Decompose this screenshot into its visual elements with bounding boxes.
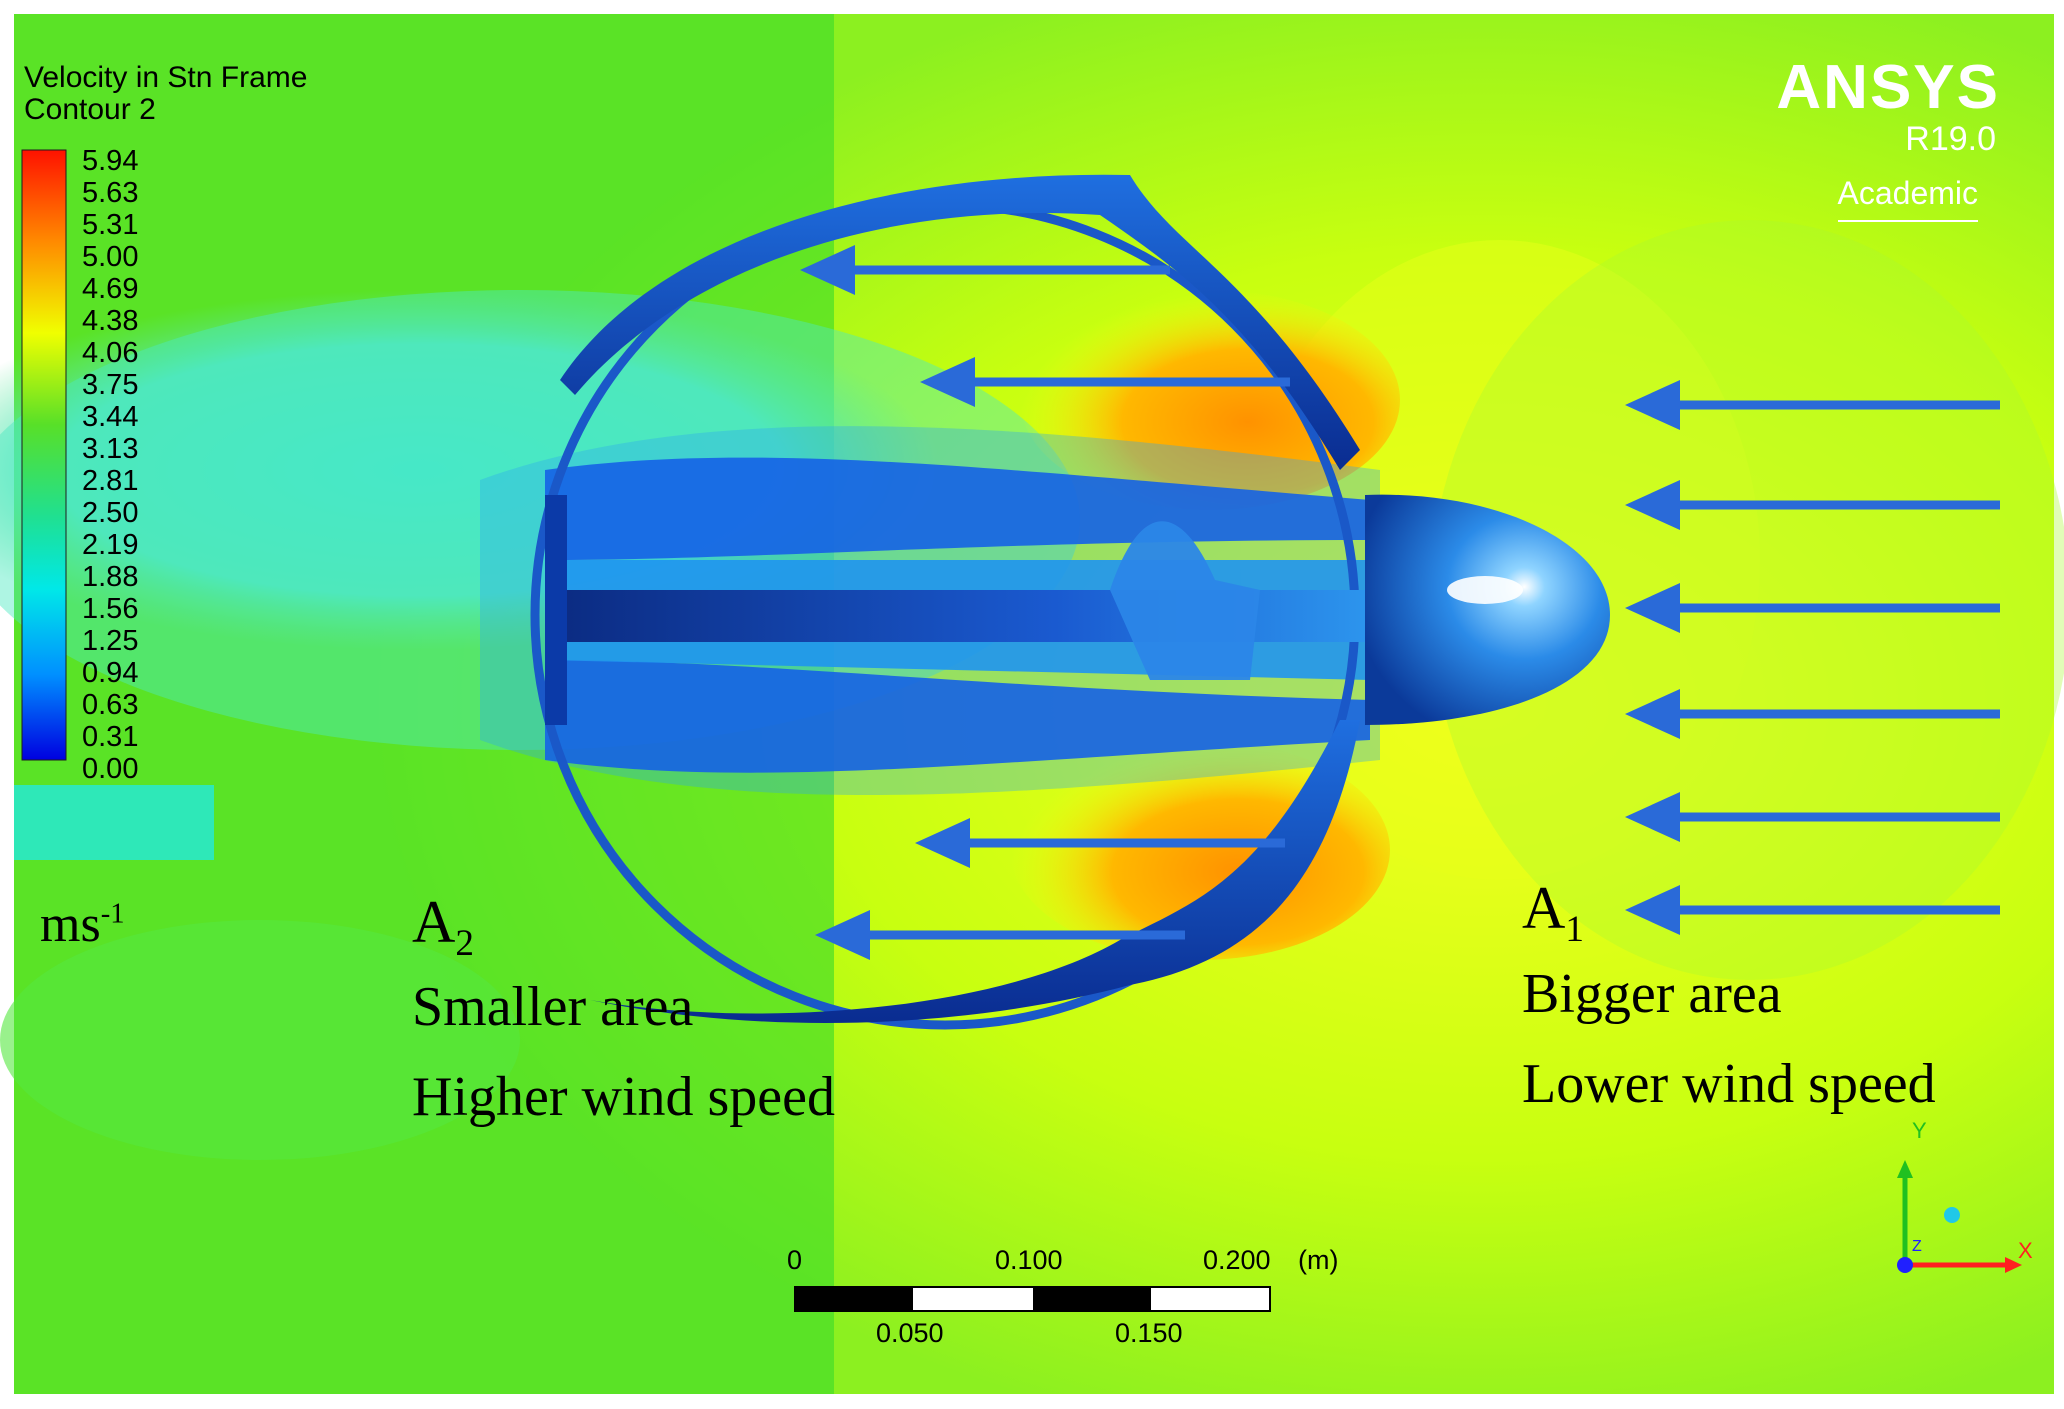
outlet-speed-desc: Higher wind speed xyxy=(412,1066,836,1128)
outlet-area-subscript: 2 xyxy=(455,923,474,964)
scale-label-0050: 0.050 xyxy=(876,1318,944,1348)
unit-label: ms-1 xyxy=(40,895,125,954)
colorbar-tick-label: 2.81 xyxy=(82,465,139,497)
colorbar-tick-label: 3.13 xyxy=(82,433,139,465)
colorbar-tick-label: 0.94 xyxy=(82,657,139,689)
scale-label-0200: 0.200 xyxy=(1203,1245,1271,1275)
colorbar-tick-label: 5.00 xyxy=(82,241,139,273)
flow-arrow-icon xyxy=(800,245,1290,960)
colorbar-tick-label: 0.63 xyxy=(82,689,139,721)
scale-bar xyxy=(794,1286,1271,1312)
unit-exponent: -1 xyxy=(100,898,125,930)
legend-title: Velocity in Stn Frame xyxy=(24,61,308,94)
colorbar-tick-label: 1.88 xyxy=(82,561,139,593)
colorbar-tick-label: 5.94 xyxy=(82,145,139,177)
legend-subtitle: Contour 2 xyxy=(24,93,156,126)
inlet-area-label: A1 xyxy=(1522,874,1584,951)
colorbar-tick-label: 5.31 xyxy=(82,209,139,241)
ansys-version: R19.0 xyxy=(1905,120,1996,158)
flow-arrow-icon xyxy=(1625,380,2000,935)
outlet-area-symbol: A xyxy=(412,889,456,955)
colorbar-tick-label: 3.75 xyxy=(82,369,139,401)
colorbar-tick-label: 4.06 xyxy=(82,337,139,369)
outlet-area-label: A2 xyxy=(412,888,474,965)
axis-y-label: Y xyxy=(1912,1118,1927,1143)
colorbar-tick-label: 3.44 xyxy=(82,401,139,433)
inlet-area-subscript: 1 xyxy=(1565,909,1584,950)
colorbar-tick-label: 1.56 xyxy=(82,593,139,625)
colorbar-tick-label: 2.50 xyxy=(82,497,139,529)
ansys-logo: ANSYS xyxy=(1776,53,2000,122)
colorbar-tick-label: 0.31 xyxy=(82,721,139,753)
colorbar-tick-label: 1.25 xyxy=(82,625,139,657)
colorbar-tick-label: 5.63 xyxy=(82,177,139,209)
colorbar-tick-label: 4.38 xyxy=(82,305,139,337)
colorbar-tick-label: 4.69 xyxy=(82,273,139,305)
scale-label-0100: 0.100 xyxy=(995,1245,1063,1275)
ansys-edition: Academic xyxy=(1837,175,1978,222)
colorbar-tick-label: 2.19 xyxy=(82,529,139,561)
scale-label-0150: 0.150 xyxy=(1115,1318,1183,1348)
axis-z-label: Z xyxy=(1912,1238,1922,1255)
inlet-area-symbol: A xyxy=(1522,875,1566,941)
unit-base: ms xyxy=(40,896,101,953)
colorbar-tick-label: 0.00 xyxy=(82,753,139,785)
axis-x-label: X xyxy=(2018,1238,2033,1263)
scale-unit: (m) xyxy=(1298,1245,1339,1275)
inlet-area-desc: Bigger area xyxy=(1522,963,1782,1025)
axis-triad-icon xyxy=(1897,1160,2022,1273)
outlet-area-desc: Smaller area xyxy=(412,976,694,1038)
scale-label-0: 0 xyxy=(787,1245,803,1275)
inlet-speed-desc: Lower wind speed xyxy=(1522,1053,1936,1115)
